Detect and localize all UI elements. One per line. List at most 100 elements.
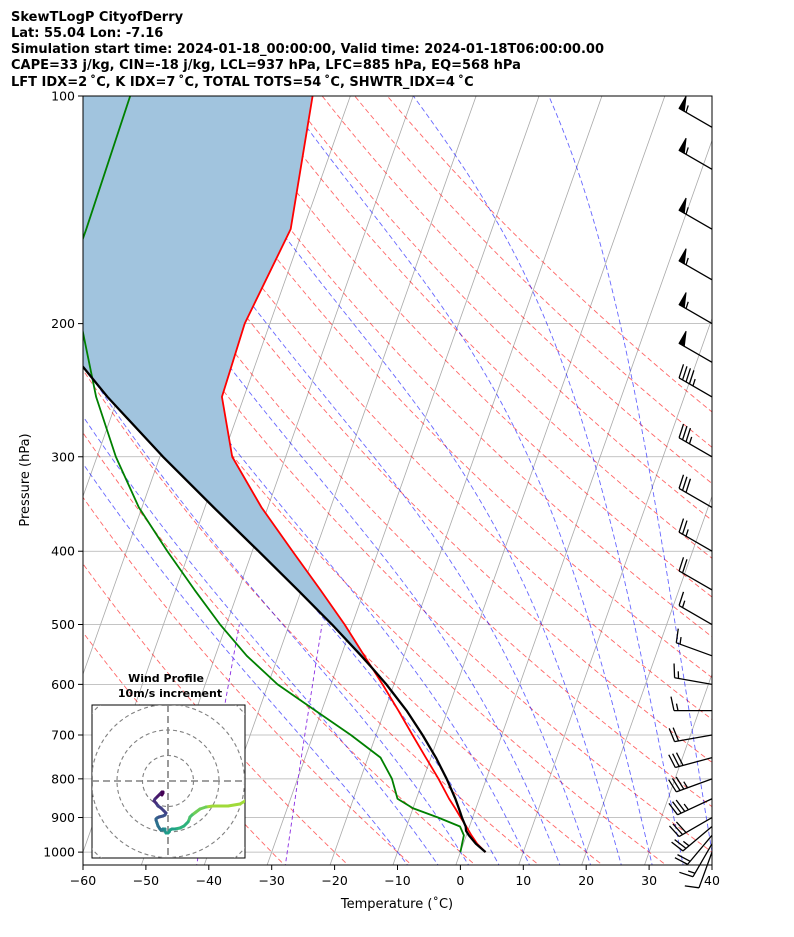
wind-barb-half-flag (683, 781, 689, 789)
wind-barb-pennant (678, 137, 687, 155)
moist-adiabat-line (412, 96, 684, 865)
header-location: Lat: 55.04 Lon: -7.16 (11, 26, 163, 41)
y-tick-label: 300 (51, 449, 75, 464)
x-tick-label: −10 (384, 873, 410, 888)
moist-adiabat-line (83, 415, 439, 865)
axis-ticks: −60 −50 −40 −30 −20 −10 0 10 20 30 40 100 200 300 400 5… (43, 89, 720, 889)
dry-adiabat-line (289, 96, 712, 521)
wind-barb (670, 696, 712, 712)
y-tick-label: 400 (51, 544, 75, 559)
wind-barb-flag (678, 364, 685, 379)
wind-barb (678, 557, 713, 591)
wind-barb-pennant (678, 292, 687, 309)
wind-barb-flag (678, 591, 685, 606)
y-tick-label: 500 (51, 617, 75, 632)
x-tick-label: −20 (321, 873, 347, 888)
wind-barb-flag (677, 854, 691, 862)
wind-barb-shaft (692, 843, 713, 878)
wind-barb (678, 518, 713, 552)
dewpoint-profile-line (83, 96, 465, 853)
dry-adiabat-line (83, 189, 712, 853)
wind-barb (678, 364, 713, 398)
wind-barb-flag (668, 779, 677, 793)
wind-barb-flag (668, 754, 676, 768)
wind-barb-half-flag (687, 870, 696, 874)
wind-barb (678, 137, 713, 170)
wind-barb-half-flag (685, 147, 689, 155)
isotherm-line (266, 96, 540, 865)
wind-barb (678, 591, 713, 626)
y-tick-label: 100 (51, 89, 75, 104)
data-layer (83, 96, 487, 853)
wind-barbs (668, 95, 713, 889)
wind-barb-shaft (678, 437, 713, 458)
parcel-profile-line (83, 365, 487, 853)
wind-barb-shaft (674, 677, 713, 686)
wind-barb (678, 95, 713, 128)
wind-barb-half-flag (685, 301, 689, 309)
isotherm-line (770, 96, 794, 865)
wind-barb-flag (688, 370, 695, 385)
inset-range-ring (92, 705, 245, 858)
y-tick-label: 1000 (43, 845, 75, 860)
header-title: SkewTLogP CityofDerry (11, 10, 184, 25)
wind-barb-shaft (676, 642, 713, 657)
wind-barb-flag (681, 520, 688, 535)
wind-barb (669, 816, 713, 838)
wind-barb-flag (672, 727, 680, 742)
wind-barb-shaft (677, 798, 713, 816)
x-tick-label: −60 (70, 873, 96, 888)
wind-barb-flag (668, 728, 676, 742)
wind-barb-flag (681, 366, 688, 381)
wind-barb-shaft (678, 531, 713, 552)
isotherm-line (581, 495, 712, 865)
dry-adiabat-line (83, 496, 413, 865)
wind-barb-half-flag (682, 840, 690, 847)
isotherm-line (518, 317, 712, 865)
wind-barb-half-flag (679, 636, 682, 645)
wind-barb-flag (672, 753, 680, 767)
wind-barb-pennant (678, 248, 687, 265)
wind-barb (678, 330, 713, 363)
y-axis-label: Pressure (hPa) (18, 433, 33, 526)
wind-barb-flag (673, 663, 676, 678)
wind-barb-flag (681, 425, 688, 440)
isotherm-line (203, 96, 477, 865)
wind-barb-flag (679, 871, 694, 878)
wind-barb-flag (674, 839, 687, 849)
wind-barb-flag (681, 476, 688, 491)
x-tick-label: −30 (259, 873, 285, 888)
wind-barb-half-flag (685, 529, 689, 537)
wind-barb (668, 776, 713, 793)
wind-barb-flag (685, 478, 692, 493)
dry-adiabat-line (83, 431, 476, 865)
wind-barb-flag (678, 518, 685, 533)
inset-hodograph-segment (226, 802, 242, 808)
wind-barb-flag (685, 427, 692, 442)
isotherm-line (707, 850, 712, 865)
wind-barb-flag (670, 696, 675, 711)
moist-adiabat-line (283, 96, 653, 865)
header-times: Simulation start time: 2024-01-18_00:00:… (11, 42, 604, 57)
wind-barb (668, 752, 713, 769)
y-tick-label: 600 (51, 677, 75, 692)
moist-adiabat-line (548, 96, 712, 855)
wind-barb-half-flag (683, 803, 689, 811)
wind-barb-flag (668, 802, 679, 816)
wind-barb-shaft (676, 778, 713, 793)
wind-barb (678, 474, 713, 508)
inset-subtitle: 10m/s increment (118, 687, 222, 700)
x-tick-label: 20 (578, 873, 594, 888)
cape-layer (83, 96, 372, 667)
wind-barb-flag (684, 885, 700, 889)
wind-barb-flag (675, 628, 679, 643)
x-tick-label: −40 (196, 873, 222, 888)
wind-barb-flag (685, 368, 692, 383)
wind-barb-flag (671, 841, 684, 852)
wind-barb (679, 843, 713, 878)
wind-barb (674, 834, 713, 865)
wind-barb (671, 826, 713, 852)
dry-adiabat-line (83, 369, 540, 865)
wind-barb (678, 292, 713, 325)
x-tick-label: 30 (641, 873, 657, 888)
